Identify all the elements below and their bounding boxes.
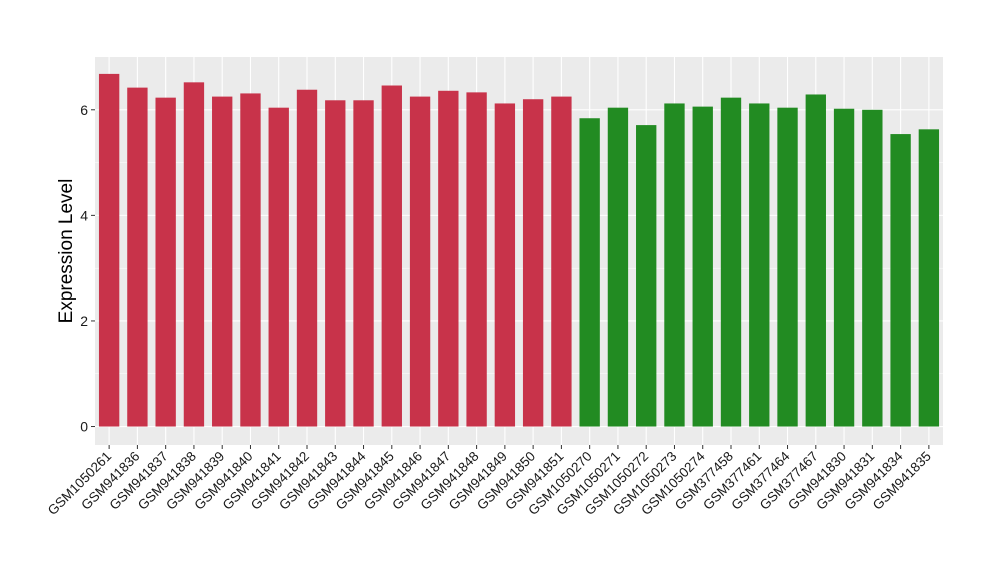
bar-GSM941845 <box>381 85 402 427</box>
bar-GSM941847 <box>438 90 459 427</box>
bar-GSM941840 <box>240 93 261 427</box>
bar-GSM941839 <box>212 96 233 427</box>
bar-GSM941842 <box>296 89 318 427</box>
bar-GSM941831 <box>862 109 883 427</box>
bar-GSM941835 <box>918 129 940 427</box>
bar-GSM941834 <box>890 134 911 427</box>
bar-GSM941837 <box>155 97 176 427</box>
y-axis: 0 2 4 6 <box>80 102 95 435</box>
bar-GSM941851 <box>551 96 572 427</box>
bar-GSM941841 <box>268 107 289 427</box>
bar-GSM1050270 <box>579 118 600 427</box>
x-axis: GSM1050261GSM941836GSM941837GSM941838GSM… <box>45 445 934 518</box>
bar-GSM941843 <box>325 100 346 427</box>
y-axis-label: Expression Level <box>56 179 77 324</box>
y-tick-label: 2 <box>80 313 88 329</box>
bar-GSM377458 <box>720 97 742 427</box>
bar-GSM941849 <box>494 103 516 427</box>
bar-GSM941838 <box>183 82 205 427</box>
bar-GSM1050273 <box>664 103 685 427</box>
bar-GSM941836 <box>127 87 148 427</box>
y-tick-label: 4 <box>80 207 88 223</box>
bars <box>98 73 940 427</box>
bar-GSM377461 <box>749 103 770 427</box>
bar-GSM941850 <box>522 99 544 427</box>
bar-GSM941844 <box>353 100 374 427</box>
bar-GSM377467 <box>805 94 826 427</box>
y-tick-label: 6 <box>80 102 88 118</box>
bar-GSM1050271 <box>607 107 629 427</box>
y-tick-label: 0 <box>80 419 88 435</box>
bar-GSM377464 <box>777 107 798 427</box>
bar-GSM941848 <box>466 92 487 427</box>
bar-GSM941830 <box>833 108 855 427</box>
bar-GSM941846 <box>409 96 431 427</box>
bar-GSM1050261 <box>98 73 120 427</box>
bar-GSM1050272 <box>636 125 657 427</box>
bar-GSM1050274 <box>692 106 713 427</box>
plot-panel <box>95 57 943 445</box>
